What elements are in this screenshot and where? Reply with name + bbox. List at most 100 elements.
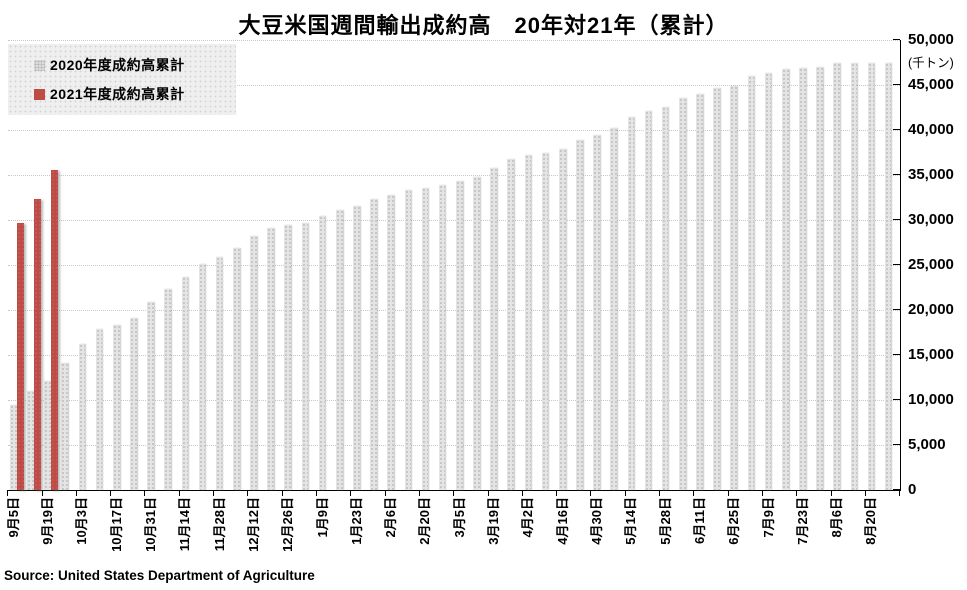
x-axis-label: 8月6日 bbox=[829, 497, 845, 538]
y-axis-label: 50,000 bbox=[908, 31, 954, 48]
bar-2020 bbox=[833, 62, 840, 490]
bar-2020 bbox=[730, 85, 738, 490]
x-axis-tick bbox=[144, 490, 146, 496]
x-axis-label: 1月9日 bbox=[314, 497, 330, 538]
x-axis-tick bbox=[247, 490, 249, 496]
bar-2020 bbox=[507, 158, 515, 490]
chart-title: 大豆米国週間輸出成約高 20年対21年（累計） bbox=[238, 13, 729, 38]
source-attribution: Source: United States Department of Agri… bbox=[4, 568, 315, 583]
x-axis-label: 1月23日 bbox=[348, 497, 364, 545]
y-axis-tick bbox=[893, 309, 900, 311]
y-axis-label: 10,000 bbox=[908, 391, 954, 408]
x-axis-tick bbox=[453, 490, 455, 496]
y-axis-tick bbox=[893, 174, 900, 176]
y-axis-label: 25,000 bbox=[908, 256, 954, 273]
y-axis-label: 15,000 bbox=[908, 346, 954, 363]
bar-2020 bbox=[816, 67, 823, 490]
y-axis-tick bbox=[893, 129, 900, 131]
bar-2020 bbox=[267, 228, 274, 490]
x-axis-label: 3月19日 bbox=[486, 497, 502, 545]
bar-2020 bbox=[198, 264, 206, 490]
x-axis-tick bbox=[487, 490, 489, 496]
bar-2020 bbox=[438, 184, 446, 490]
bar-2020 bbox=[867, 62, 875, 490]
bar-2020 bbox=[679, 97, 686, 490]
bar-2020 bbox=[370, 199, 377, 490]
x-axis-tick bbox=[110, 490, 112, 496]
x-axis-label: 3月5日 bbox=[451, 497, 467, 538]
x-axis-label: 7月9日 bbox=[760, 497, 776, 538]
y-axis-tick bbox=[893, 39, 900, 41]
x-axis-tick bbox=[590, 490, 592, 496]
bar-2020 bbox=[181, 276, 189, 490]
bar-2020 bbox=[473, 176, 480, 490]
bar-2020 bbox=[335, 210, 343, 490]
bar-2020 bbox=[884, 62, 892, 490]
x-axis-tick bbox=[7, 490, 9, 496]
y-axis-tick bbox=[893, 354, 900, 356]
bar-2021 bbox=[51, 169, 58, 490]
legend-swatch-2021-icon bbox=[34, 88, 45, 100]
y-axis-tick bbox=[893, 444, 900, 446]
x-axis-tick bbox=[178, 490, 180, 496]
bar-2020 bbox=[164, 289, 171, 490]
legend-label-2021: 2021年度成約高累計 bbox=[50, 86, 185, 102]
gridline bbox=[8, 129, 900, 131]
x-axis-tick bbox=[521, 490, 523, 496]
x-axis-tick bbox=[899, 490, 901, 496]
gridline bbox=[8, 399, 900, 401]
y-axis-label: 30,000 bbox=[908, 211, 954, 228]
bar-2021 bbox=[17, 222, 24, 490]
y-axis-tick bbox=[893, 219, 900, 221]
x-axis-tick bbox=[693, 490, 695, 496]
bar-2020 bbox=[524, 155, 532, 490]
gridline bbox=[8, 219, 900, 221]
bar-2021 bbox=[34, 199, 41, 490]
bar-2020 bbox=[95, 328, 103, 490]
x-axis-label: 11月28日 bbox=[211, 497, 227, 552]
y-axis-label: 40,000 bbox=[908, 121, 954, 138]
x-axis-label: 5月14日 bbox=[623, 497, 639, 545]
legend-item-2021: 2021年度成約高累計 bbox=[34, 84, 236, 104]
x-axis-tick bbox=[418, 490, 420, 496]
bar-2020 bbox=[284, 225, 292, 490]
bar-2020 bbox=[696, 94, 703, 490]
x-axis-tick bbox=[762, 490, 764, 496]
x-axis-label: 6月11日 bbox=[691, 497, 707, 544]
bar-2020 bbox=[558, 148, 566, 490]
x-axis-tick bbox=[796, 490, 798, 496]
bar-2020 bbox=[576, 139, 583, 490]
gridline bbox=[8, 444, 900, 446]
bar-2020 bbox=[593, 134, 600, 490]
bar-2020 bbox=[713, 87, 720, 490]
x-axis-tick bbox=[213, 490, 215, 496]
x-axis-label: 8月20日 bbox=[863, 497, 879, 545]
gridline bbox=[8, 39, 900, 41]
x-axis-tick bbox=[624, 490, 626, 496]
x-axis-label: 12月26日 bbox=[280, 497, 296, 552]
x-axis-label: 9月5日 bbox=[5, 497, 21, 538]
y-axis-tick bbox=[893, 264, 900, 266]
x-axis-label: 2月6日 bbox=[383, 497, 399, 538]
x-axis-label: 5月28日 bbox=[657, 497, 673, 545]
x-axis-tick bbox=[281, 490, 283, 496]
bar-2020 bbox=[78, 344, 86, 490]
legend-item-2020: 2020年度成約高累計 bbox=[34, 55, 236, 75]
bar-2020 bbox=[541, 152, 549, 490]
bar-2020 bbox=[610, 128, 617, 490]
gridline bbox=[8, 309, 900, 311]
bar-2020 bbox=[215, 256, 223, 490]
legend-swatch-2020-icon bbox=[34, 59, 45, 71]
bar-2020 bbox=[61, 363, 69, 490]
x-axis-label: 4月30日 bbox=[589, 497, 605, 545]
bar-2020 bbox=[799, 67, 806, 490]
y-axis-label: 45,000 bbox=[908, 76, 954, 93]
bar-2020 bbox=[10, 405, 17, 490]
x-axis-tick bbox=[830, 490, 832, 496]
bar-2020 bbox=[627, 117, 635, 490]
y-axis-tick bbox=[893, 489, 900, 491]
x-axis-label: 6月25日 bbox=[726, 497, 742, 545]
x-axis-tick bbox=[350, 490, 352, 496]
y-axis-tick bbox=[893, 84, 900, 86]
